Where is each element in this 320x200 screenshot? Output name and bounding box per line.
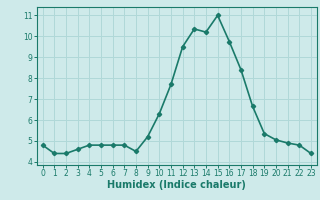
X-axis label: Humidex (Indice chaleur): Humidex (Indice chaleur) <box>108 180 246 190</box>
